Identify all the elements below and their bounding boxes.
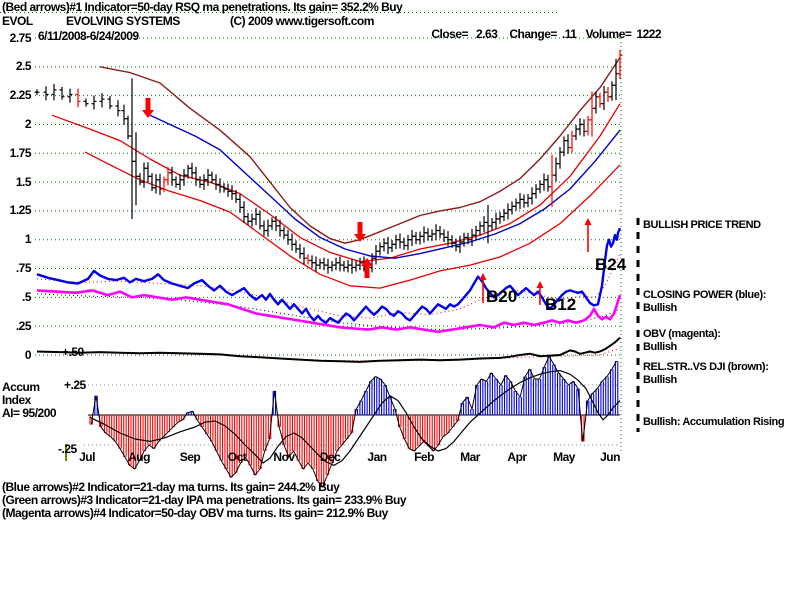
month-label: Sep [179, 450, 201, 464]
quote-summary: Close= 2.63 Change= .11 Volume= 1222 [420, 15, 661, 54]
company-name: EVOLVING SYSTEMS [66, 14, 180, 28]
indicator-4-signal-line: (Magenta arrows)#4 Indicator=50-day OBV … [2, 506, 388, 520]
accum-title-line2: Index [2, 393, 31, 407]
price-tick-label: .75 [15, 261, 32, 276]
date-range: 6/11/2008-6/24/2009 [38, 29, 139, 43]
indicator-2-signal-line: (Blue arrows)#2 Indicator=21-day ma turn… [2, 480, 340, 494]
price-trend-status: BULLISH PRICE TREND [643, 219, 761, 231]
month-label: Aug [128, 450, 150, 464]
change-value: .11 [561, 27, 577, 41]
change-label: Change= [509, 27, 557, 41]
volume-value: 1222 [636, 27, 662, 41]
month-label: Jan [367, 450, 387, 464]
price-tick-label: 1.5 [15, 174, 32, 189]
month-label: Oct [227, 450, 247, 464]
accum-minus25-label: -.25 [58, 442, 77, 456]
month-label: Apr [507, 450, 527, 464]
price-tick-label: .5 [21, 289, 32, 304]
close-value: 2.63 [476, 27, 498, 41]
copyright-text: (C) 2009 www.tigersoft.com [230, 14, 374, 28]
annotation-b20: B20 [486, 287, 518, 306]
month-label: Jul [79, 450, 95, 464]
price-tick-label: .25 [15, 318, 32, 333]
month-label: Jun [600, 450, 620, 464]
month-label: Dec [319, 450, 341, 464]
indicator-name-label: CLOSING POWER (blue): [643, 289, 766, 301]
relstr-plus50-label: +.50 [62, 345, 84, 359]
price-tick-label: 2 [24, 116, 32, 131]
indicator-3-signal-line: (Green arrows)#3 Indicator=21-day IPA ma… [2, 493, 407, 507]
price-tick-label: 1.25 [9, 203, 32, 218]
month-label: Nov [273, 450, 295, 464]
month-label: Mar [460, 450, 480, 464]
annotation-b12: B12 [545, 295, 577, 314]
price-tick-label: 2.25 [9, 88, 32, 103]
accum-ai-value: AI= 95/200 [2, 406, 57, 420]
month-label: May [553, 450, 575, 464]
indicator-name-label: OBV (magenta): [643, 328, 721, 340]
annotation-b24: B24 [595, 255, 627, 274]
indicator-name-label: REL.STR..VS DJI (brown): [643, 361, 769, 373]
accum-title-line1: Accum [2, 380, 40, 394]
price-tick-label: 2.75 [9, 30, 32, 45]
volume-label: Volume= [585, 27, 632, 41]
price-tick-label: 1.75 [9, 145, 32, 160]
month-label: Feb [414, 450, 434, 464]
close-label: Close= [431, 27, 469, 41]
price-tick-label: 1 [24, 232, 32, 247]
ticker-symbol: EVOL [2, 14, 33, 28]
indicator-1-signal-line: (Bed arrows)#1 Indicator=50-day RSQ ma p… [2, 0, 403, 14]
indicator-status-value: Bullish [643, 302, 677, 314]
accumulation-status: Bullish: Accumulation Rising [643, 416, 785, 428]
indicator-status-value: Bullish [643, 374, 677, 386]
price-tick-label: 0 [24, 347, 32, 362]
indicator-status-value: Bullish [643, 341, 677, 353]
price-tick-label: 2.5 [15, 59, 32, 74]
accum-plus25-label: +.25 [64, 378, 86, 392]
